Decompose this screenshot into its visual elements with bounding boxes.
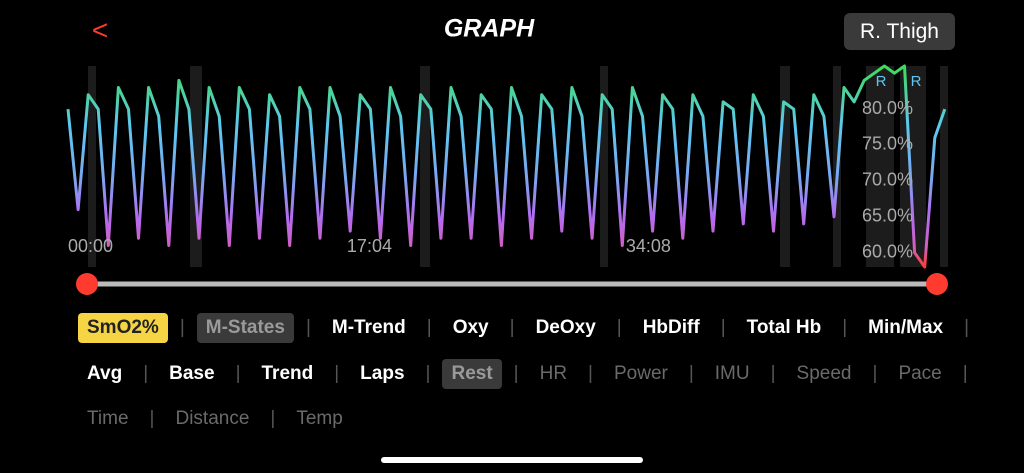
option-button[interactable]: Power bbox=[613, 363, 668, 384]
option-button[interactable]: Min/Max bbox=[868, 317, 944, 338]
separator: | bbox=[509, 317, 515, 338]
separator: | bbox=[179, 317, 185, 338]
separator: | bbox=[616, 317, 622, 338]
option-button[interactable]: Rest bbox=[442, 359, 502, 389]
separator: | bbox=[305, 317, 311, 338]
marker-label: R bbox=[911, 73, 922, 90]
y-tick-label: 70.0% bbox=[862, 170, 913, 190]
background-band bbox=[420, 66, 430, 267]
option-row: Avg | Base | Trend | Laps | Rest | HR | Power | IMU | Sp… bbox=[78, 359, 971, 389]
device-button[interactable]: R. Thigh bbox=[844, 13, 955, 50]
option-row: Time | Distance | Temp bbox=[78, 404, 352, 434]
option-button[interactable]: Oxy bbox=[452, 317, 489, 338]
option-button[interactable]: Base bbox=[169, 363, 215, 384]
separator: | bbox=[720, 317, 726, 338]
y-tick-label: 75.0% bbox=[862, 134, 913, 154]
separator: | bbox=[842, 317, 848, 338]
background-band bbox=[866, 66, 894, 267]
background-band bbox=[780, 66, 790, 267]
separator: | bbox=[872, 363, 878, 384]
back-button[interactable]: < bbox=[92, 14, 108, 45]
option-button[interactable]: Temp bbox=[296, 408, 343, 429]
option-button[interactable]: HbDiff bbox=[642, 317, 700, 338]
separator: | bbox=[149, 408, 155, 429]
y-tick-label: 80.0% bbox=[862, 98, 913, 118]
separator: | bbox=[143, 363, 149, 384]
marker-label: R bbox=[876, 73, 887, 90]
x-tick-label: 34:08 bbox=[626, 236, 671, 256]
option-button[interactable]: Speed bbox=[796, 363, 852, 384]
option-button[interactable]: Avg bbox=[87, 363, 123, 384]
x-tick-label: 00:00 bbox=[68, 236, 113, 256]
option-button[interactable]: Pace bbox=[898, 363, 942, 384]
title: GRAPH bbox=[444, 15, 535, 43]
data-line bbox=[66, 64, 947, 269]
option-button[interactable]: Trend bbox=[261, 363, 314, 384]
background-band bbox=[940, 66, 948, 267]
option-button[interactable]: HR bbox=[539, 363, 568, 384]
y-tick-label: 60.0% bbox=[862, 241, 913, 261]
separator: | bbox=[962, 363, 968, 384]
separator: | bbox=[588, 363, 593, 384]
separator: | bbox=[688, 363, 694, 384]
y-tick-label: 65.0% bbox=[862, 206, 913, 226]
separator: | bbox=[235, 363, 241, 384]
option-button[interactable]: Distance bbox=[175, 408, 250, 429]
option-button[interactable]: SmO2% bbox=[78, 313, 168, 343]
separator: | bbox=[425, 363, 431, 384]
separator: | bbox=[334, 363, 340, 384]
separator: | bbox=[513, 363, 519, 384]
separator: | bbox=[964, 317, 970, 338]
option-button[interactable]: Time bbox=[87, 408, 129, 429]
option-button[interactable]: Total Hb bbox=[746, 317, 822, 338]
separator: | bbox=[426, 317, 432, 338]
slider-handle[interactable] bbox=[76, 273, 98, 295]
background-band bbox=[600, 66, 608, 267]
option-row: SmO2% | M-States | M-Trend | Oxy | DeOxy | HbDiff |… bbox=[78, 313, 972, 343]
background-band bbox=[88, 66, 96, 267]
slider-handle[interactable] bbox=[926, 273, 948, 295]
option-button[interactable]: M-Trend bbox=[331, 317, 406, 338]
option-button[interactable]: DeOxy bbox=[535, 317, 596, 338]
home-indicator bbox=[381, 457, 643, 463]
separator: | bbox=[770, 363, 776, 384]
option-button[interactable]: Laps bbox=[360, 363, 405, 384]
separator: | bbox=[270, 408, 276, 429]
x-tick-label: 17:04 bbox=[347, 236, 392, 256]
option-button[interactable]: IMU bbox=[714, 363, 750, 384]
option-button[interactable]: M-States bbox=[196, 313, 294, 343]
